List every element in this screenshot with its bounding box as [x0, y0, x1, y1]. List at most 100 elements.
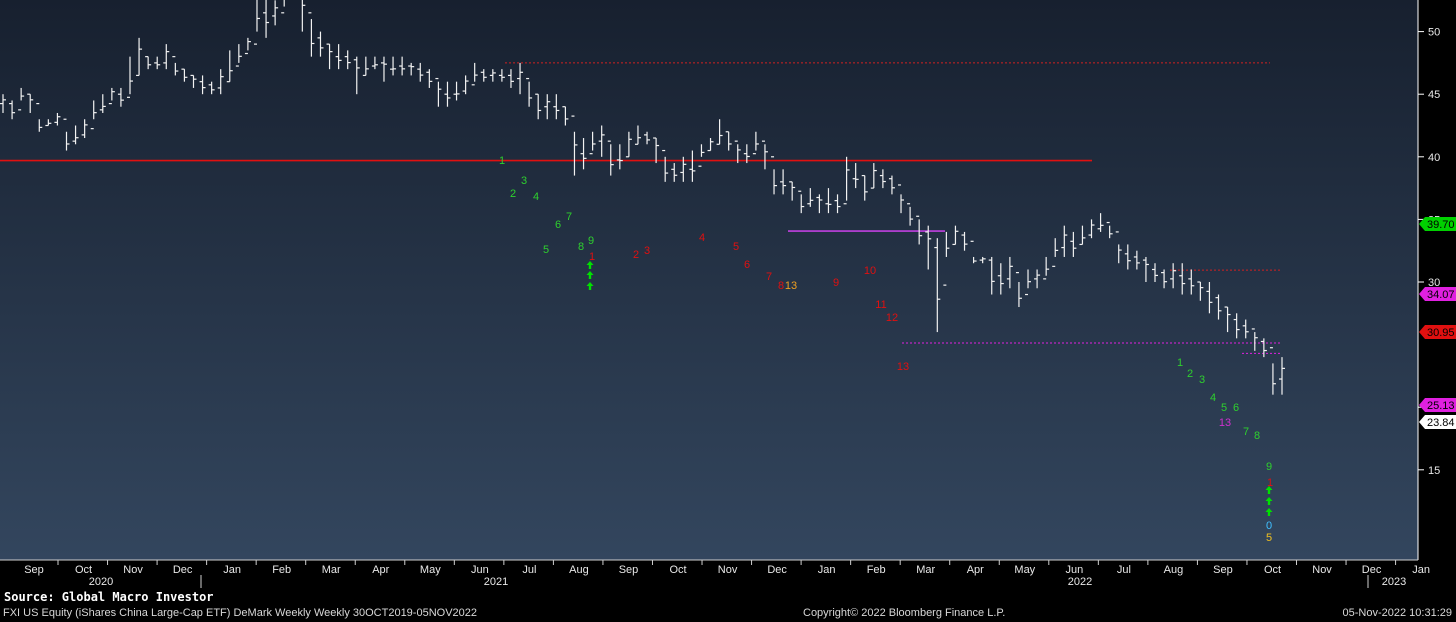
x-month-label: Oct [669, 564, 686, 576]
demark-count-label: 1 [589, 251, 595, 263]
demark-count-label: 9 [833, 277, 839, 289]
x-year-label: 2022 [1068, 576, 1092, 588]
buy-arrow-icon [1265, 508, 1273, 516]
x-month-label: Mar [322, 564, 341, 576]
x-month-label: Oct [1264, 564, 1281, 576]
y-tick-label: 50 [1428, 27, 1440, 39]
x-month-label: Jul [522, 564, 536, 576]
demark-count-label: 7 [566, 211, 572, 223]
demark-count-label: 13 [897, 361, 909, 373]
x-month-label: Apr [967, 564, 984, 576]
x-axis: Sep Oct Nov Dec Jan Feb Mar Apr May Jun Jul Aug Sep O… [0, 559, 1430, 588]
x-month-label: Aug [1164, 564, 1184, 576]
footer-description: FXI US Equity (iShares China Large-Cap E… [3, 607, 478, 619]
x-month-label: Jul [1117, 564, 1131, 576]
x-month-label: Sep [24, 564, 44, 576]
y-tick-label: 40 [1428, 152, 1440, 164]
x-month-label: Aug [569, 564, 589, 576]
buy-arrow-icon [1265, 497, 1273, 505]
demark-count-label: 8 [578, 241, 584, 253]
demark-count-label: 2 [633, 249, 639, 261]
demark-count-label: 4 [533, 191, 539, 203]
demark-count-label: 3 [644, 245, 650, 257]
demark-count-label: 6 [744, 259, 750, 271]
plot-area [0, 0, 1418, 560]
buy-arrow-icon [1265, 486, 1273, 494]
footer-copyright: Copyright© 2022 Bloomberg Finance L.P. [803, 607, 1006, 619]
x-month-label: Jan [223, 564, 241, 576]
demark-count-label: 4 [699, 232, 705, 244]
demark-count-label: 1 [499, 155, 505, 167]
x-month-label: Sep [619, 564, 639, 576]
demark-count-label: 13 [785, 280, 797, 292]
x-month-label: Nov [718, 564, 738, 576]
x-month-label: Dec [1362, 564, 1382, 576]
y-tick-label: 45 [1428, 89, 1440, 101]
buy-arrow-icon [586, 261, 594, 269]
x-year-label: 2021 [484, 576, 508, 588]
price-tag [1419, 287, 1456, 301]
demark-count-label: 8 [1254, 430, 1260, 442]
price-tag-label: 23.84 [1427, 417, 1455, 429]
price-tag-label: 30.95 [1427, 327, 1455, 339]
buy-arrow-icon [586, 271, 594, 279]
x-month-label: Dec [173, 564, 193, 576]
x-month-label: May [1014, 564, 1035, 576]
x-month-label: Apr [372, 564, 389, 576]
y-tick-label: 15 [1428, 465, 1440, 477]
x-month-label: Feb [272, 564, 291, 576]
x-month-label: Dec [767, 564, 787, 576]
demark-count-label: 2 [510, 188, 516, 200]
demark-count-label: 2 [1187, 368, 1193, 380]
demark-count-label: 5 [1221, 402, 1227, 414]
source-label: Source: Global Macro Investor [4, 590, 214, 604]
demark-count-label: 0 [1266, 520, 1272, 532]
demark-count-label: 5 [733, 241, 739, 253]
x-month-label: Oct [75, 564, 92, 576]
demark-count-label: 13 [1219, 417, 1231, 429]
arrows-layer [586, 261, 1273, 516]
demark-count-label: 6 [1233, 402, 1239, 414]
demark-count-label: 3 [1199, 374, 1205, 386]
buy-arrow-icon [586, 282, 594, 290]
x-month-label: Mar [916, 564, 935, 576]
demark-count-label: 5 [1266, 532, 1272, 544]
demark-count-label: 7 [766, 271, 772, 283]
x-month-label: Jun [1065, 564, 1083, 576]
x-month-label: May [420, 564, 441, 576]
demark-count-label: 1 [1177, 357, 1183, 369]
price-tag-label: 25.13 [1427, 400, 1455, 412]
demark-count-label: 11 [875, 299, 886, 311]
demark-count-label: 7 [1243, 426, 1249, 438]
x-month-label: Jan [818, 564, 836, 576]
x-month-label: Jun [471, 564, 489, 576]
y-tick-label: 30 [1428, 277, 1440, 289]
price-tag [1419, 398, 1456, 412]
demark-count-label: 9 [1266, 461, 1272, 473]
x-month-label: Nov [1312, 564, 1332, 576]
price-tag [1419, 217, 1456, 231]
footer-bar: FXI US Equity (iShares China Large-Cap E… [0, 604, 1456, 622]
price-tags: 39.70 34.07 30.95 25.13 23.84 [1419, 217, 1456, 429]
demark-count-label: 8 [778, 280, 784, 292]
x-month-label: Jan [1412, 564, 1430, 576]
bars-layer [0, 0, 1285, 395]
x-month-label: Sep [1213, 564, 1233, 576]
demark-count-label: 6 [555, 219, 561, 231]
demark-count-label: 4 [1210, 392, 1216, 404]
price-tag-label: 39.70 [1427, 219, 1455, 231]
demark-count-label: 10 [864, 265, 876, 277]
x-month-label: Feb [867, 564, 886, 576]
price-tag-label: 34.07 [1427, 289, 1455, 301]
x-month-label: Nov [123, 564, 143, 576]
footer-timestamp: 05-Nov-2022 10:31:29 [1342, 607, 1452, 619]
price-tag [1419, 325, 1456, 339]
x-year-label: 2020 [89, 576, 113, 588]
demark-count-label: 9 [588, 235, 594, 247]
price-tag [1419, 415, 1456, 429]
demark-count-label: 1 [1267, 477, 1273, 489]
x-year-label: 2023 [1382, 576, 1406, 588]
demark-count-label: 12 [886, 312, 898, 324]
